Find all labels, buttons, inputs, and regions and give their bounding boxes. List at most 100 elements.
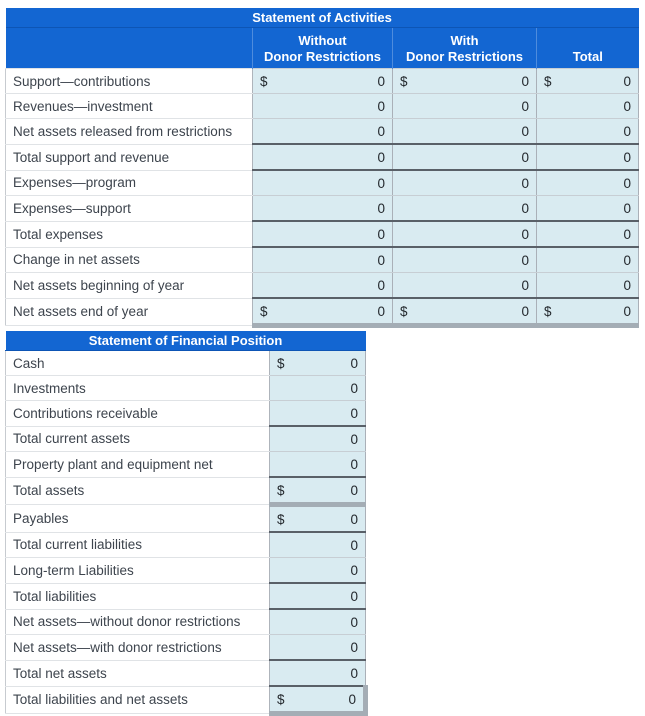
- currency-symbol: $: [544, 73, 552, 89]
- amount-value: 0: [350, 562, 359, 578]
- amount-input-cell[interactable]: 0: [252, 169, 393, 196]
- amount-input-cell[interactable]: 0: [252, 93, 393, 119]
- amount-value: 0: [521, 149, 529, 165]
- amount-value: 0: [350, 380, 359, 396]
- amount-input-cell[interactable]: 0: [535, 246, 640, 273]
- table-row: Change in net assets 0 0 0: [5, 246, 640, 273]
- column-header-row: Without Donor Restrictions With Donor Re…: [5, 27, 639, 69]
- row-label: Net assets end of year: [5, 297, 253, 326]
- amount-input-cell[interactable]: 0: [252, 246, 393, 273]
- worksheet-page: Statement of Activities Without Donor Re…: [5, 8, 640, 716]
- amount-input-cell[interactable]: 0: [535, 272, 640, 299]
- amount-value: 0: [377, 226, 385, 242]
- amount-input-cell[interactable]: 0: [252, 118, 393, 145]
- amount-value: 0: [377, 252, 385, 268]
- row-label: Change in net assets: [5, 246, 253, 273]
- amount-value: 0: [521, 303, 529, 319]
- amount-input-cell[interactable]: 0: [392, 118, 537, 145]
- amount-input-cell[interactable]: 0: [535, 195, 640, 222]
- row-label: Payables: [5, 504, 270, 533]
- table-row: Expenses—support 0 0 0: [5, 195, 640, 222]
- table-row: Net assets released from restrictions 0 …: [5, 118, 640, 145]
- amount-input-cell[interactable]: 0: [535, 220, 640, 248]
- amount-input-cell[interactable]: 0: [535, 143, 640, 171]
- table-row: Expenses—program 0 0 0: [5, 169, 640, 196]
- table-row: Net assets—with donor restrictions 0: [5, 634, 367, 661]
- amount-input-cell[interactable]: 0: [252, 272, 393, 299]
- amount-input-cell[interactable]: 0: [252, 220, 393, 248]
- amount-value: 0: [350, 639, 359, 655]
- amount-input-cell[interactable]: 0: [392, 195, 537, 222]
- amount-value: 0: [521, 73, 529, 89]
- amount-value: 0: [350, 511, 359, 527]
- amount-input-cell[interactable]: 0: [535, 169, 640, 196]
- currency-symbol: $: [544, 303, 552, 319]
- table-row: Payables $ 0: [5, 504, 367, 533]
- amount-input-cell[interactable]: $ 0: [268, 685, 369, 716]
- amount-input-cell[interactable]: 0: [268, 582, 367, 610]
- amount-input-cell[interactable]: 0: [535, 118, 640, 145]
- row-label: Expenses—support: [5, 195, 253, 222]
- amount-value: 0: [623, 149, 632, 165]
- amount-input-cell[interactable]: 0: [268, 659, 367, 687]
- amount-value: 0: [521, 123, 529, 139]
- table-row-total: Total support and revenue 0 0 0: [5, 143, 640, 171]
- amount-value: 0: [377, 200, 385, 216]
- amount-input-cell[interactable]: 0: [392, 220, 537, 248]
- amount-input-cell[interactable]: $ 0: [392, 68, 537, 94]
- amount-value: 0: [377, 149, 385, 165]
- amount-input-cell[interactable]: 0: [392, 143, 537, 171]
- amount-input-cell[interactable]: $ 0: [535, 68, 640, 94]
- amount-value: 0: [350, 588, 359, 604]
- amount-value: 0: [350, 614, 359, 630]
- amount-value: 0: [350, 355, 359, 371]
- amount-input-cell[interactable]: $ 0: [252, 297, 393, 328]
- row-label: Cash: [5, 350, 270, 376]
- row-label: Expenses—program: [5, 169, 253, 196]
- row-label: Investments: [5, 375, 270, 401]
- amount-value: 0: [377, 98, 385, 114]
- amount-value: 0: [521, 277, 529, 293]
- amount-input-cell[interactable]: $ 0: [268, 476, 367, 507]
- amount-input-cell[interactable]: 0: [392, 272, 537, 299]
- row-label: Net assets beginning of year: [5, 272, 253, 299]
- row-label: Contributions receivable: [5, 400, 270, 427]
- table-row: Revenues—investment 0 0 0: [5, 93, 640, 119]
- amount-value: 0: [350, 456, 359, 472]
- amount-input-cell[interactable]: 0: [392, 169, 537, 196]
- row-label: Total liabilities: [5, 582, 270, 610]
- table-row: Property plant and equipment net 0: [5, 451, 367, 478]
- amount-value: 0: [623, 73, 632, 89]
- amount-input-cell[interactable]: 0: [252, 195, 393, 222]
- amount-input-cell[interactable]: $ 0: [268, 350, 367, 376]
- row-label: Property plant and equipment net: [5, 451, 270, 478]
- amount-input-cell[interactable]: 0: [268, 425, 367, 452]
- amount-input-cell[interactable]: 0: [268, 451, 367, 478]
- amount-input-cell[interactable]: 0: [392, 246, 537, 273]
- amount-input-cell[interactable]: 0: [535, 93, 640, 119]
- amount-input-cell[interactable]: 0: [268, 531, 367, 558]
- table-title-row: Statement of Financial Position: [5, 331, 366, 351]
- amount-input-cell[interactable]: $ 0: [535, 297, 640, 328]
- statement-of-financial-position-title: Statement of Financial Position: [5, 331, 366, 351]
- currency-symbol: $: [277, 355, 285, 371]
- amount-input-cell[interactable]: 0: [268, 557, 367, 584]
- amount-input-cell[interactable]: $ 0: [268, 504, 367, 533]
- amount-input-cell[interactable]: $ 0: [392, 297, 537, 328]
- amount-input-cell[interactable]: 0: [268, 375, 367, 401]
- currency-symbol: $: [260, 303, 268, 319]
- amount-input-cell[interactable]: 0: [392, 93, 537, 119]
- amount-input-cell[interactable]: 0: [268, 634, 367, 661]
- amount-input-cell[interactable]: 0: [252, 143, 393, 171]
- row-label: Total current assets: [5, 425, 270, 452]
- amount-input-cell[interactable]: $ 0: [252, 68, 393, 94]
- amount-input-cell[interactable]: 0: [268, 608, 367, 635]
- currency-symbol: $: [277, 511, 285, 527]
- table-row: Net assets beginning of year 0 0 0: [5, 272, 640, 299]
- table-row: Long-term Liabilities 0: [5, 557, 367, 584]
- amount-value: 0: [521, 98, 529, 114]
- row-label: Long-term Liabilities: [5, 557, 270, 584]
- amount-input-cell[interactable]: 0: [268, 400, 367, 427]
- amount-value: 0: [623, 303, 632, 319]
- amount-value: 0: [377, 73, 385, 89]
